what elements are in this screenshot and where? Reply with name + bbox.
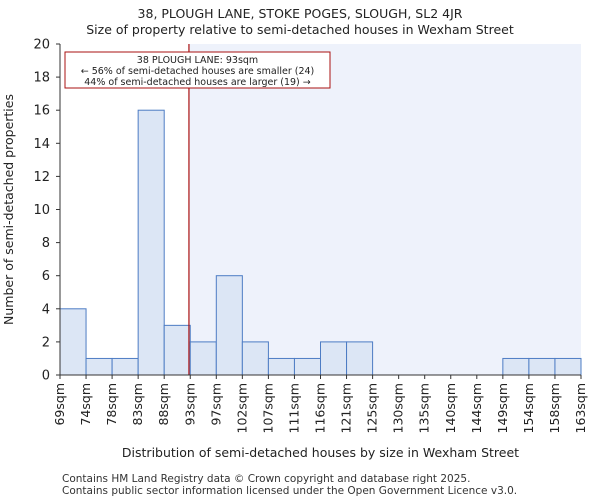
chart-subtitle: Size of property relative to semi-detach…	[86, 22, 514, 37]
bar-111sqm	[293, 357, 322, 376]
x-tick-label-140sqm: 140sqm	[443, 383, 458, 433]
bar-121sqm	[346, 341, 374, 376]
y-tick-label-4: 4	[42, 302, 50, 317]
x-tick-label-97sqm: 97sqm	[208, 383, 223, 426]
x-tick-label-74sqm: 74sqm	[78, 383, 93, 426]
x-tick-label-149sqm: 149sqm	[495, 383, 510, 433]
bar-97sqm	[215, 275, 243, 376]
bar-116sqm	[320, 341, 348, 376]
bar-74sqm	[85, 357, 113, 376]
bar-88sqm	[163, 324, 191, 376]
bar-93sqm	[189, 341, 217, 376]
x-tick-label-130sqm: 130sqm	[391, 383, 406, 433]
x-tick-label-83sqm: 83sqm	[130, 383, 145, 426]
x-axis-label: Distribution of semi-detached houses by …	[122, 445, 519, 460]
x-tick-label-135sqm: 135sqm	[417, 383, 432, 433]
x-tick-label-88sqm: 88sqm	[156, 383, 171, 426]
x-tick-label-154sqm: 154sqm	[521, 383, 536, 433]
x-tick-label-163sqm: 163sqm	[573, 383, 588, 433]
y-tick-label-8: 8	[42, 236, 50, 251]
y-tick-label-12: 12	[33, 170, 50, 185]
bar-107sqm	[267, 357, 295, 376]
x-tick-label-78sqm: 78sqm	[104, 383, 119, 426]
y-tick-label-18: 18	[33, 71, 50, 86]
x-tick-label-111sqm: 111sqm	[286, 383, 301, 433]
y-tick-label-16: 16	[33, 104, 50, 119]
bar-102sqm	[241, 341, 269, 376]
highlight-region	[188, 44, 581, 375]
y-tick-label-14: 14	[33, 137, 50, 152]
y-tick-label-6: 6	[42, 269, 50, 284]
annotation-box	[64, 51, 331, 89]
annotation-larger: 44% of semi-detached houses are larger (…	[84, 77, 311, 88]
footer-line-1: Contains HM Land Registry data © Crown c…	[62, 473, 471, 485]
bar-69sqm	[59, 308, 87, 376]
x-tick-label-116sqm: 116sqm	[313, 383, 328, 433]
bar-83sqm	[137, 109, 165, 376]
y-tick-label-20: 20	[33, 38, 50, 53]
x-tick-label-121sqm: 121sqm	[339, 383, 354, 433]
y-tick-label-2: 2	[42, 335, 50, 350]
x-tick-label-107sqm: 107sqm	[260, 383, 275, 433]
y-tick-label-10: 10	[33, 203, 50, 218]
bar-154sqm	[528, 357, 556, 376]
bar-158sqm	[554, 357, 582, 376]
footer-line-2: Contains public sector information licen…	[62, 485, 518, 497]
annotation-smaller: ← 56% of semi-detached houses are smalle…	[81, 66, 315, 77]
y-axis-label: Number of semi-detached properties	[1, 94, 16, 325]
y-tick-label-0: 0	[42, 369, 50, 384]
x-tick-label-158sqm: 158sqm	[547, 383, 562, 433]
x-tick-label-69sqm: 69sqm	[52, 383, 67, 426]
x-tick-label-102sqm: 102sqm	[234, 383, 249, 433]
chart-title: 38, PLOUGH LANE, STOKE POGES, SLOUGH, SL…	[137, 6, 463, 21]
x-tick-label-144sqm: 144sqm	[469, 383, 484, 433]
bar-149sqm	[502, 357, 530, 376]
annotation-title: 38 PLOUGH LANE: 93sqm	[137, 55, 258, 66]
x-tick-label-125sqm: 125sqm	[365, 383, 380, 433]
x-tick-label-93sqm: 93sqm	[182, 383, 197, 426]
bar-78sqm	[111, 357, 139, 376]
